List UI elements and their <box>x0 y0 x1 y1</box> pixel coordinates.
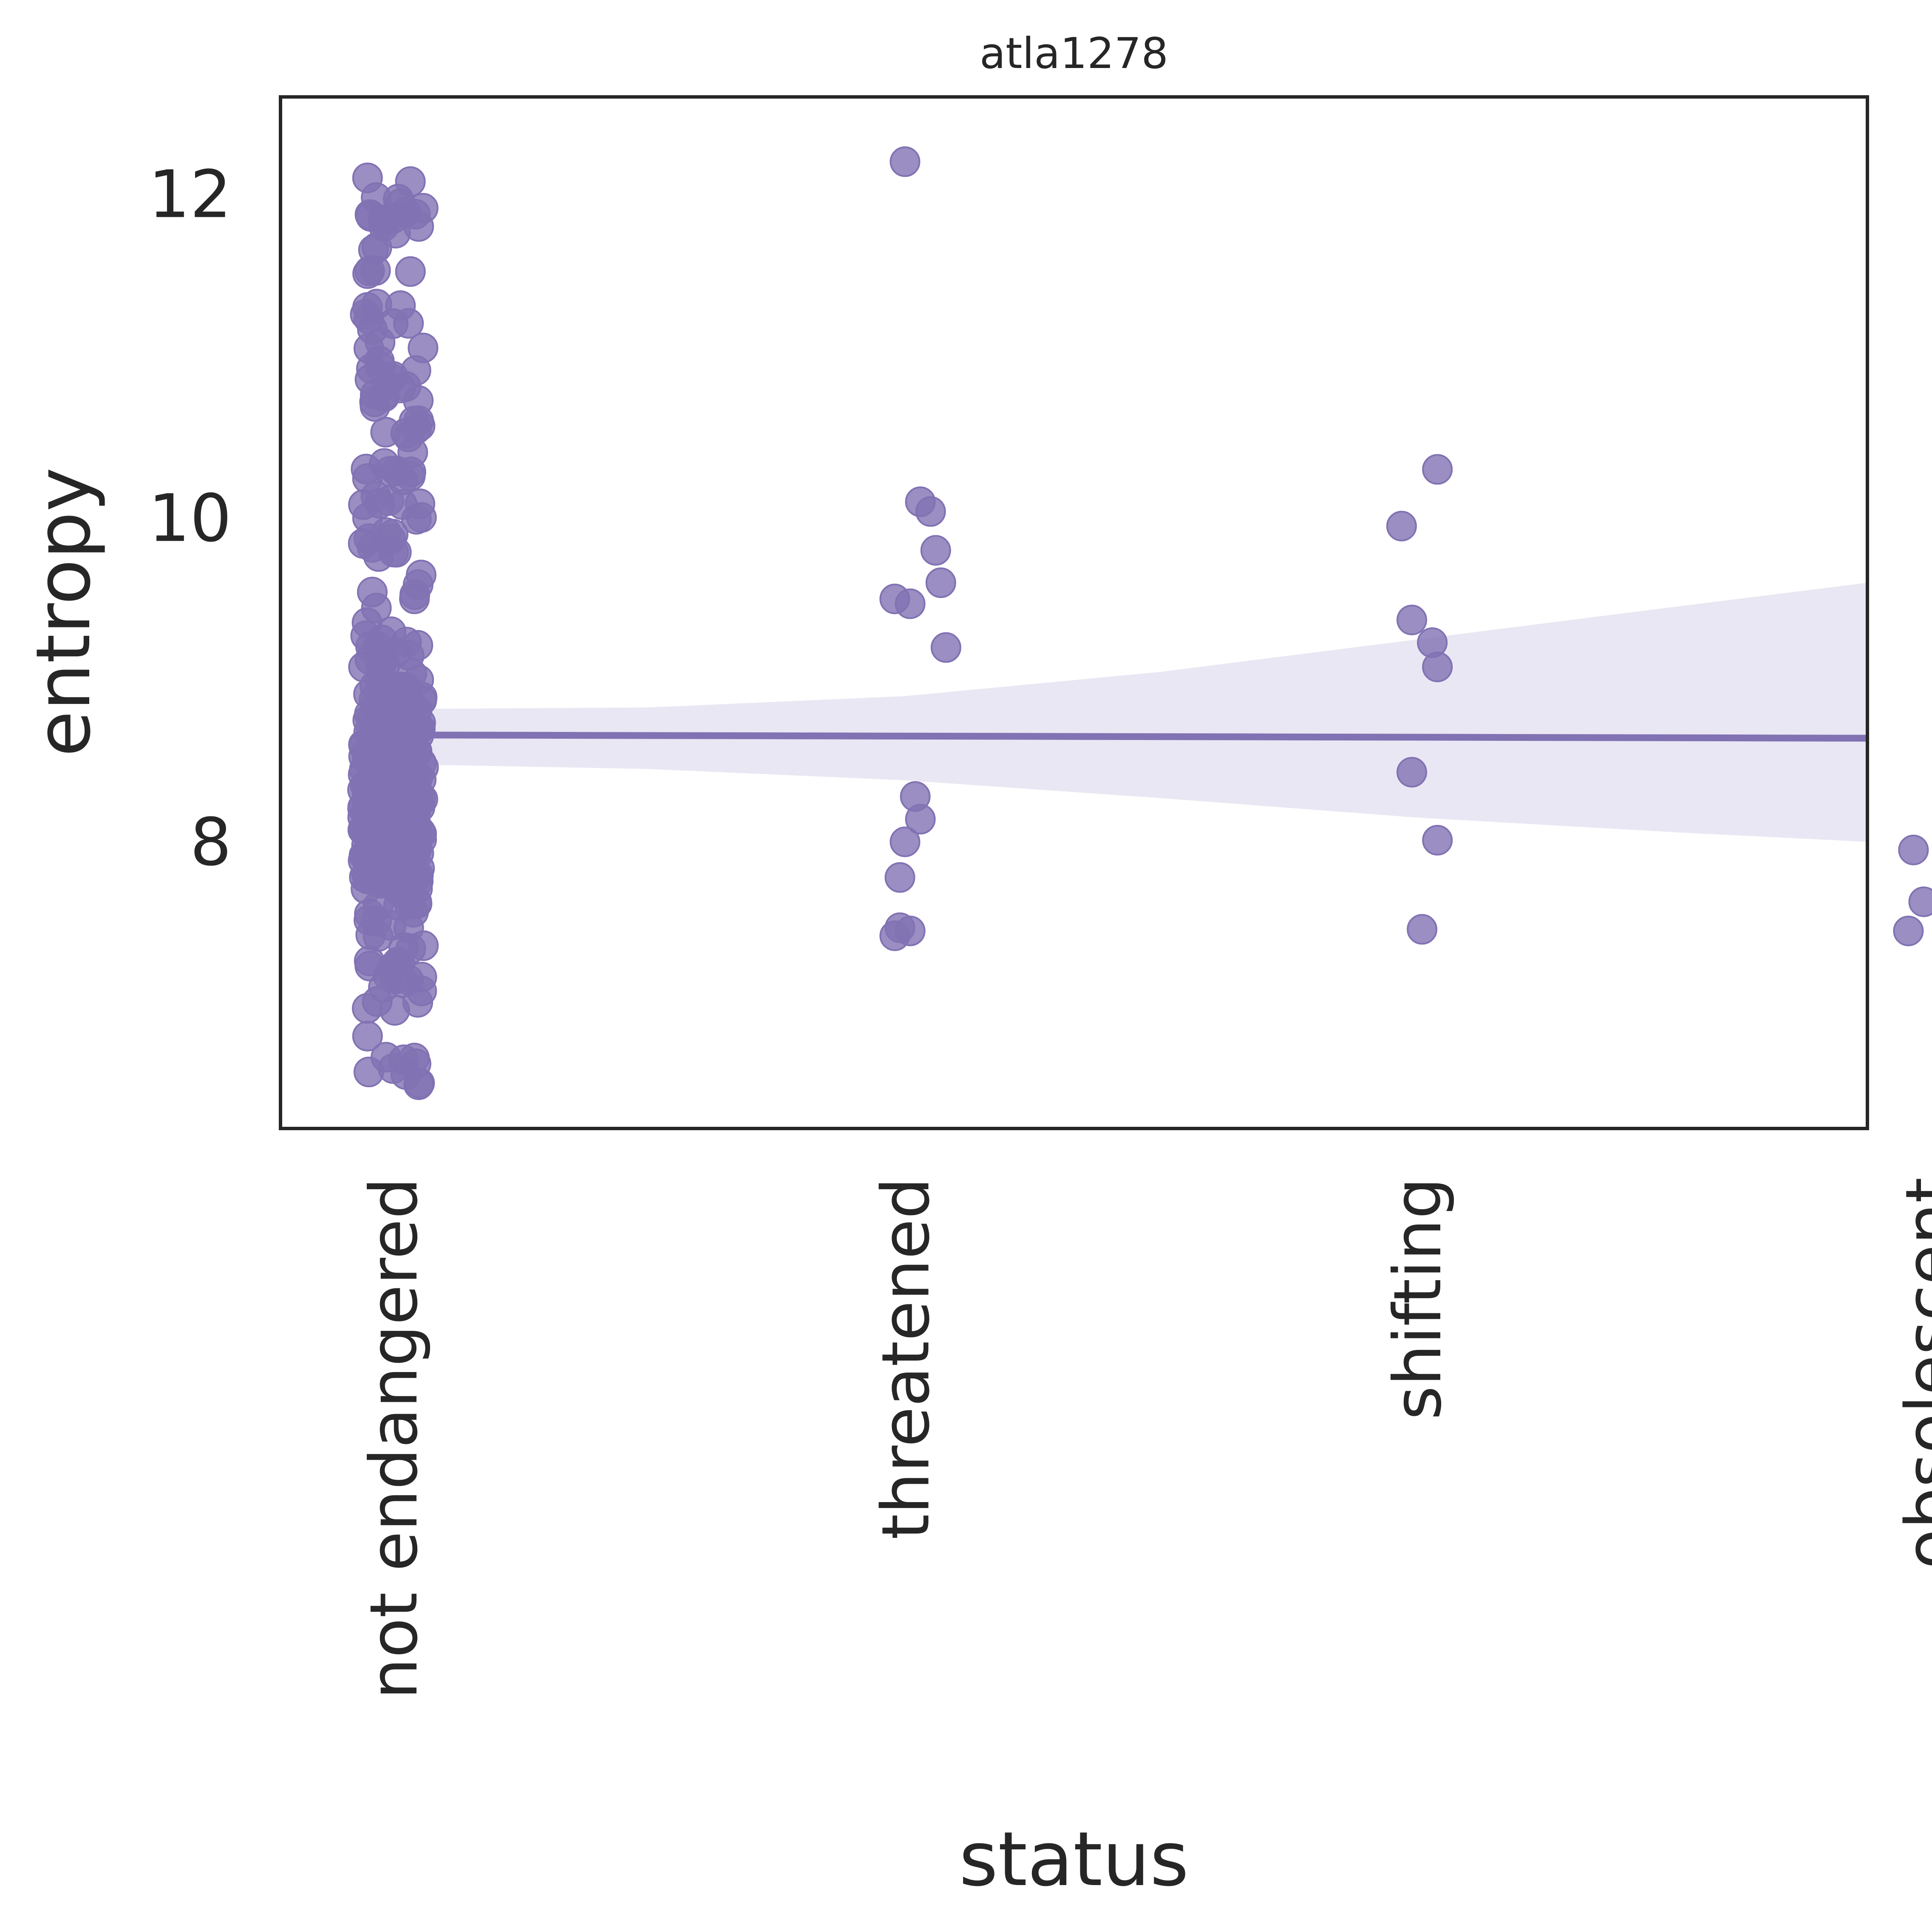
point-not-endangered <box>403 405 434 436</box>
point-not-endangered <box>368 712 399 743</box>
point-threatened <box>890 146 921 177</box>
point-shifting <box>1422 652 1453 683</box>
x-tick-label: shifting <box>1380 1177 1456 1420</box>
point-shifting <box>1407 914 1438 945</box>
y-axis-label: entropy <box>20 468 107 757</box>
point-not-endangered <box>378 203 408 234</box>
points-layer <box>347 146 1932 1100</box>
point-not-endangered <box>352 797 383 828</box>
point-threatened <box>895 588 926 619</box>
confidence-band <box>393 583 1867 842</box>
point-threatened <box>920 535 951 566</box>
point-not-endangered <box>348 652 379 683</box>
point-threatened <box>890 826 921 857</box>
point-obsolescent <box>1898 834 1929 865</box>
point-not-endangered <box>378 1053 408 1084</box>
point-not-endangered <box>354 945 385 976</box>
point-not-endangered <box>399 579 430 610</box>
point-not-endangered <box>396 829 427 860</box>
point-not-endangered <box>350 770 381 801</box>
point-threatened <box>884 862 915 893</box>
point-shifting <box>1422 825 1453 856</box>
point-not-endangered <box>351 859 382 889</box>
point-not-endangered <box>408 332 439 363</box>
point-not-endangered <box>378 308 408 339</box>
point-not-endangered <box>396 780 427 810</box>
point-threatened <box>895 916 926 947</box>
point-not-endangered <box>369 381 400 412</box>
confidence-band-layer <box>393 583 1867 842</box>
x-tick-label: obsolescent <box>1892 1177 1932 1569</box>
y-tick-labels: 8 10 12 <box>148 157 232 881</box>
y-tick-label: 8 <box>190 805 232 881</box>
point-not-endangered <box>403 1069 434 1100</box>
x-axis-label: status <box>959 1816 1189 1903</box>
point-threatened <box>925 567 956 598</box>
point-shifting <box>1397 604 1427 635</box>
point-not-endangered <box>352 162 383 193</box>
point-not-endangered <box>352 502 383 533</box>
y-tick-label: 12 <box>148 157 232 233</box>
point-not-endangered <box>401 504 432 535</box>
point-threatened <box>905 804 936 835</box>
point-not-endangered <box>361 593 392 624</box>
x-tick-label: not endangered <box>356 1177 432 1699</box>
point-threatened <box>930 632 961 663</box>
chart-title: atla1278 <box>980 28 1168 78</box>
point-not-endangered <box>403 664 434 695</box>
point-not-endangered <box>395 256 426 287</box>
point-shifting <box>1397 757 1427 788</box>
point-not-endangered <box>352 258 383 289</box>
plot-frame <box>279 95 1869 1130</box>
point-obsolescent <box>1893 916 1924 947</box>
point-not-endangered <box>378 519 408 550</box>
point-not-endangered <box>363 890 394 921</box>
y-tick-label: 10 <box>148 481 232 557</box>
point-threatened <box>915 496 946 527</box>
point-obsolescent <box>1908 886 1932 917</box>
regression-line <box>393 732 1868 742</box>
point-not-endangered <box>352 292 383 323</box>
point-shifting <box>1386 510 1417 542</box>
point-not-endangered <box>406 975 437 1007</box>
point-not-endangered <box>366 624 397 655</box>
point-not-endangered <box>352 1021 383 1052</box>
point-shifting <box>1422 454 1453 485</box>
point-not-endangered <box>403 211 434 242</box>
x-tick-labels: not endangered threatened shifting obsolesc… <box>356 1177 1932 1699</box>
x-tick-label: threatened <box>868 1177 944 1540</box>
regression-line-layer <box>393 732 1868 742</box>
point-not-endangered <box>395 460 426 491</box>
